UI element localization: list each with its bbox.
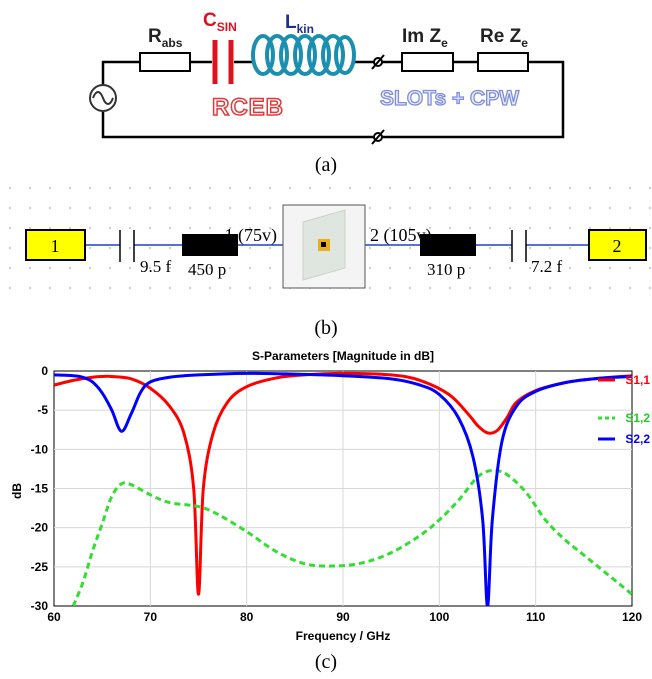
ind-right-label: 310 p: [427, 260, 465, 279]
ind-left-label: 450 p: [188, 260, 226, 279]
inductor-right: [420, 234, 476, 256]
ac-source-symbol: [89, 84, 117, 112]
l-kin-label: Lkin: [285, 12, 314, 36]
x-tick-label: 70: [144, 610, 158, 624]
terminal-marks: [371, 54, 385, 145]
node-left-label: 1 (75v): [225, 225, 278, 246]
x-tick-label: 120: [622, 610, 642, 624]
resistor-im-ze: [401, 52, 454, 72]
legend-label-s2-2: S2,2: [625, 432, 650, 446]
re-ze-label: Re Ze: [480, 26, 528, 50]
y-tick-label: -30: [31, 599, 49, 613]
x-tick-label: 90: [336, 610, 350, 624]
y-tick-label: 0: [41, 364, 48, 378]
equivalent-circuit-diagram: Rabs CSIN Lkin Im Ze Re Ze RCEB SLOTs + …: [89, 10, 565, 176]
inductor-left: [182, 234, 238, 256]
port-2-label: 2: [613, 236, 622, 256]
slots-cpw-group-label: SLOTs + CPW: [380, 87, 519, 110]
capacitor-left: [119, 230, 135, 262]
x-tick-label: 60: [47, 610, 61, 624]
y-tick-label: -10: [31, 442, 49, 456]
x-tick-label: 100: [429, 610, 449, 624]
panel-a-label: (a): [315, 154, 337, 176]
s-parameter-chart: S-Parameters [Magnitude in dB] 60 70 80 90 1…: [10, 349, 650, 673]
y-tick-label: -20: [31, 521, 49, 535]
panel-c-label: (c): [315, 651, 337, 673]
cap-left-label: 9.5 f: [140, 257, 172, 276]
capacitor-right: [511, 230, 527, 262]
port-1-box: [25, 229, 86, 261]
legend-label-s1-1: S1,1: [625, 373, 650, 387]
series-layer: [54, 371, 632, 606]
series-line-s1-2: [71, 468, 632, 606]
y-tick-label: -25: [31, 560, 49, 574]
simulation-schematic: 1 2 9.5 f 450 p 1 (75v) 2 (105v) 310 p 7…: [0, 182, 652, 339]
r-abs-label: Rabs: [148, 26, 183, 50]
y-axis-label: dB: [10, 483, 24, 499]
chart-title: S-Parameters [Magnitude in dB]: [252, 349, 434, 363]
legend: S1,1 S1,2 S2,2: [598, 373, 650, 446]
port-1-label: 1: [51, 236, 60, 256]
resistor-re-ze: [477, 52, 529, 72]
legend-label-s1-2: S1,2: [625, 411, 650, 425]
inductor-l-kin: [251, 34, 356, 76]
x-axis-label: Frequency / GHz: [296, 629, 391, 643]
rceb-group-label: RCEB: [212, 94, 284, 121]
series-line-s2-2: [54, 371, 632, 606]
port-2-box: [588, 229, 647, 261]
c-sin-label: CSIN: [203, 10, 237, 34]
panel-b-label: (b): [314, 317, 337, 339]
y-tick-label: -5: [37, 403, 48, 417]
x-tick-label: 110: [526, 610, 546, 624]
node-right-label: 2 (105v): [370, 225, 432, 246]
y-tick-label: -15: [31, 482, 49, 496]
series-line-s1-1: [54, 371, 632, 596]
tick-labels: 60 70 80 90 100 110 120 0 -5 -10 -15 -20 -25 -30: [31, 364, 643, 624]
device-block: [282, 204, 366, 289]
cap-right-label: 7.2 f: [531, 257, 563, 276]
circuit-wires: [101, 60, 565, 139]
resistor-r-abs: [139, 52, 191, 72]
capacitor-c-sin: [212, 40, 234, 84]
im-ze-label: Im Ze: [402, 26, 448, 50]
x-tick-label: 80: [240, 610, 254, 624]
